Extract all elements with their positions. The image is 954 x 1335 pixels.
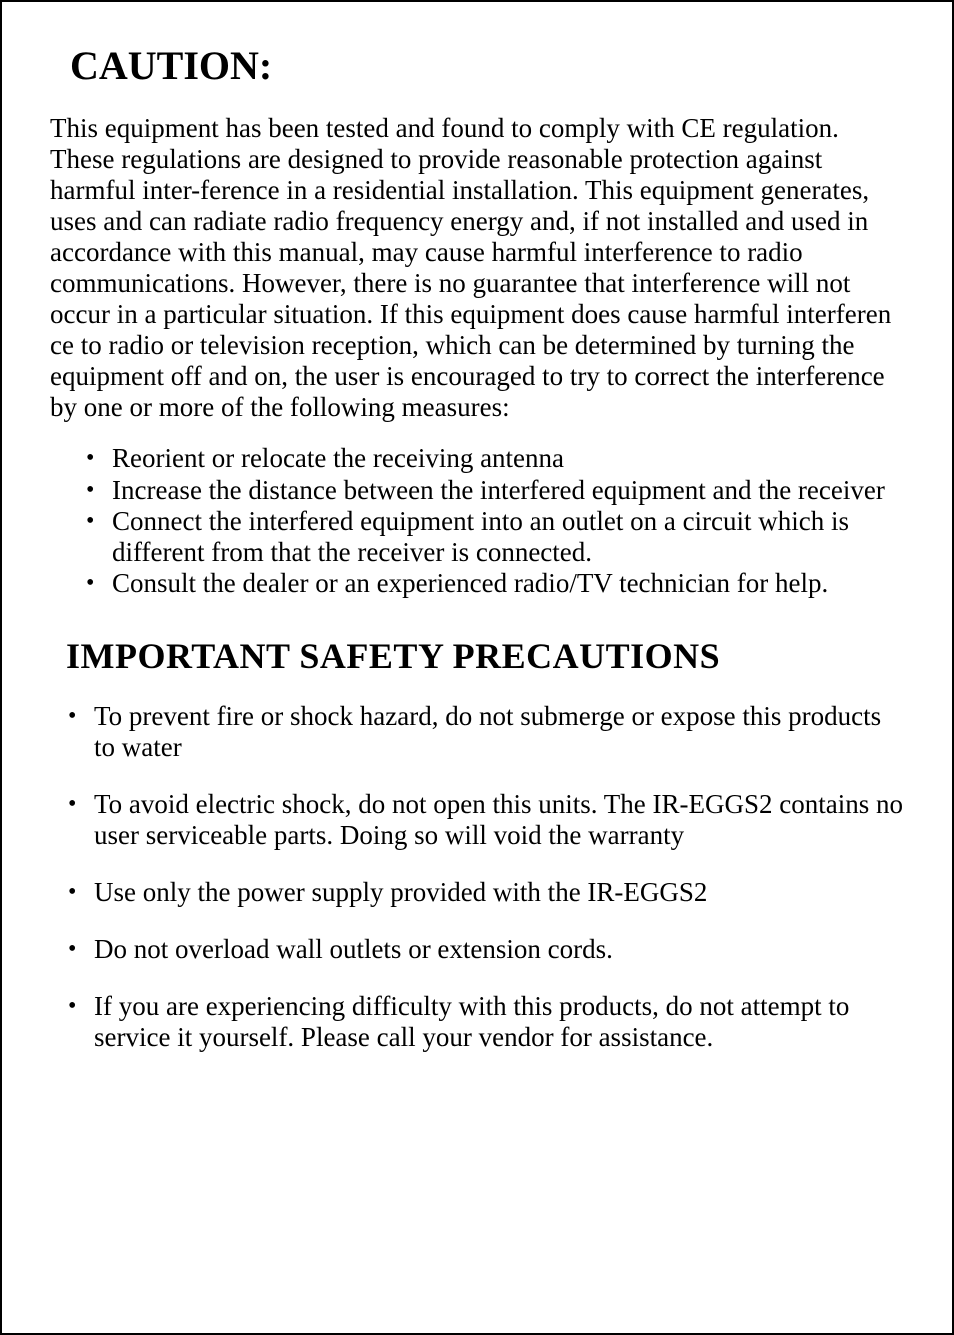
document-page: CAUTION: This equipment has been tested …: [0, 0, 954, 1335]
list-item: To prevent fire or shock hazard, do not …: [68, 701, 904, 763]
list-item: Use only the power supply provided with …: [68, 877, 904, 908]
caution-heading: CAUTION:: [70, 42, 904, 89]
measures-list: Reorient or relocate the receiving anten…: [50, 443, 904, 598]
safety-heading: IMPORTANT SAFETY PRECAUTIONS: [66, 635, 904, 677]
intro-paragraph: This equipment has been tested and found…: [50, 113, 904, 423]
precautions-list: To prevent fire or shock hazard, do not …: [50, 701, 904, 1053]
list-item: Increase the distance between the interf…: [86, 475, 904, 506]
list-item: If you are experiencing difficulty with …: [68, 991, 904, 1053]
list-item: Reorient or relocate the receiving anten…: [86, 443, 904, 474]
list-item: Do not overload wall outlets or extensio…: [68, 934, 904, 965]
list-item: To avoid electric shock, do not open thi…: [68, 789, 904, 851]
list-item: Connect the interfered equipment into an…: [86, 506, 904, 568]
list-item: Consult the dealer or an experienced rad…: [86, 568, 904, 599]
